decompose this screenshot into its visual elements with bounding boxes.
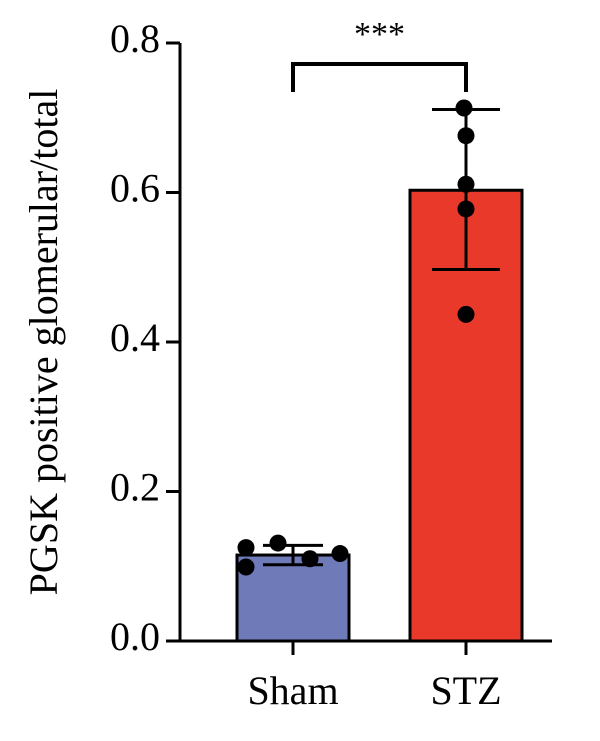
y-tick-label: 0.8 [110,16,160,61]
y-tick-label: 0.6 [110,166,160,211]
data-point [457,305,475,323]
data-point [237,558,255,576]
y-axis-title: PGSK positive glomerular/total [21,89,66,596]
y-tick-label: 0.0 [110,614,160,659]
bar-sham [235,553,351,643]
significance-label: *** [354,16,405,53]
plot-area: 0.0 0.2 0.4 0.6 0.8 Sham STZ *** [110,16,552,713]
x-tick-label: STZ [430,668,501,713]
data-point [457,175,475,193]
data-point [457,200,475,218]
data-point [237,539,255,557]
data-point [269,534,287,552]
y-tick-label: 0.2 [110,465,160,510]
data-point [331,545,349,563]
data-point [301,550,319,568]
data-point [455,99,473,117]
x-tick-label: Sham [247,668,338,713]
data-point [457,127,475,145]
y-tick-label: 0.4 [110,315,160,360]
significance-bracket [291,62,468,92]
